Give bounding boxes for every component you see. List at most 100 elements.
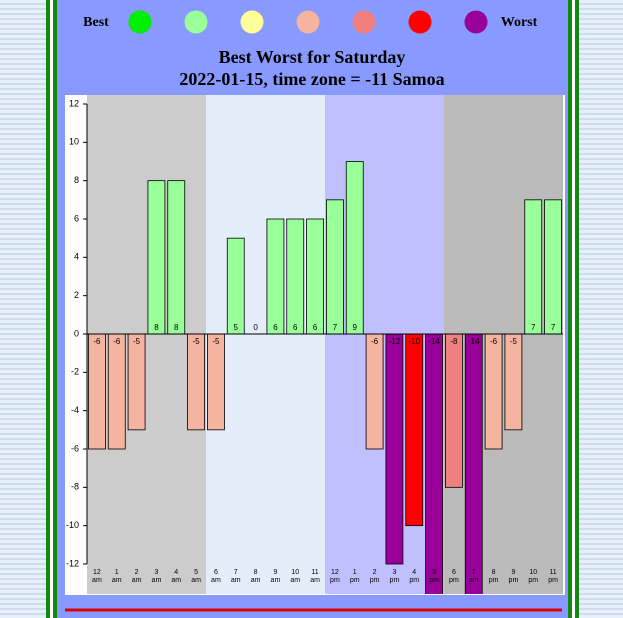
bar xyxy=(345,161,364,335)
border xyxy=(572,0,575,618)
value-label: 0 xyxy=(253,323,258,332)
y-tick-label: 0 xyxy=(74,328,79,338)
band xyxy=(325,95,444,594)
value-label: -6 xyxy=(93,337,101,346)
bar xyxy=(385,333,404,565)
y-tick-label: 6 xyxy=(74,213,79,223)
value-label: 8 xyxy=(174,323,179,332)
x-tick-label: 2 pm xyxy=(370,569,380,584)
y-tick-label: -8 xyxy=(71,482,79,492)
x-tick-label: 8 am xyxy=(251,569,261,584)
bar xyxy=(484,333,503,450)
value-label: -5 xyxy=(193,337,201,346)
value-label: 5 xyxy=(234,323,239,332)
x-tick-label: 1 am xyxy=(112,569,122,584)
y-tick-label: 2 xyxy=(74,290,79,300)
x-tick-label: 4 am xyxy=(171,569,181,584)
bar xyxy=(187,333,205,431)
x-tick-label: 4 pm xyxy=(409,569,419,584)
x-tick-label: 11 am xyxy=(310,569,320,584)
legend-dot xyxy=(408,10,432,34)
chart-subtitle: 2022-01-15, time zone = -11 Samoa xyxy=(179,69,444,89)
legend-dot xyxy=(128,10,152,34)
value-label: 6 xyxy=(313,323,318,332)
border xyxy=(575,0,579,618)
border xyxy=(568,0,572,618)
value-label: -8 xyxy=(450,337,458,346)
x-tick-label: 3 am xyxy=(152,569,162,584)
value-label: 6 xyxy=(293,323,298,332)
x-tick-label: 10 am xyxy=(290,569,300,584)
legend-dot xyxy=(352,10,376,34)
legend-worst: Worst xyxy=(501,15,538,30)
x-tick-label: 3 pm xyxy=(390,569,400,584)
legend-dot xyxy=(296,10,320,34)
y-tick-label: 4 xyxy=(74,252,79,262)
value-label: 7 xyxy=(333,323,338,332)
value-label: -10 xyxy=(408,337,420,346)
bar xyxy=(544,199,562,335)
border xyxy=(53,0,57,618)
y-tick-label: -10 xyxy=(66,520,79,530)
bar xyxy=(365,333,384,450)
x-tick-label: 12 pm xyxy=(330,569,340,584)
legend-dot xyxy=(184,10,208,34)
bar xyxy=(524,199,543,335)
bar xyxy=(107,333,126,450)
chart-title: Best Worst for Saturday xyxy=(219,47,406,67)
bar xyxy=(504,333,523,431)
y-tick-label: -2 xyxy=(71,367,79,377)
y-tick-label: 10 xyxy=(69,137,79,147)
x-tick-label: 5 pm xyxy=(429,569,439,584)
legend-dot xyxy=(464,10,488,34)
x-tick-label: 7 pm xyxy=(469,569,479,584)
y-tick-label: -4 xyxy=(71,405,79,415)
value-label: -5 xyxy=(510,337,518,346)
y-tick-label: -12 xyxy=(66,558,79,568)
bar xyxy=(306,218,324,335)
value-label: -5 xyxy=(133,337,141,346)
band xyxy=(206,95,325,594)
x-tick-label: 6 am xyxy=(211,569,221,584)
bar xyxy=(88,333,106,450)
x-tick-label: 1 pm xyxy=(350,569,360,584)
bar xyxy=(405,333,424,527)
x-tick-label: 9 pm xyxy=(509,569,519,584)
bar xyxy=(425,333,443,594)
band xyxy=(444,95,563,594)
x-tick-label: 11 pm xyxy=(548,569,558,584)
border xyxy=(46,0,50,618)
x-tick-label: 10 pm xyxy=(528,569,538,584)
bar xyxy=(147,180,166,335)
bar xyxy=(207,333,225,431)
bar xyxy=(326,199,344,335)
value-label: -6 xyxy=(371,337,379,346)
x-tick-label: 6 pm xyxy=(449,569,459,584)
x-tick-label: 7 am xyxy=(231,569,241,584)
value-label: -6 xyxy=(113,337,121,346)
value-label: -5 xyxy=(212,337,220,346)
value-label: 9 xyxy=(353,323,358,332)
bar xyxy=(226,237,245,335)
value-label: -14 xyxy=(428,337,440,346)
legend-best: Best xyxy=(83,15,109,30)
value-label: -12 xyxy=(389,337,401,346)
band xyxy=(87,95,206,594)
y-tick-label: 12 xyxy=(69,98,79,108)
x-tick-label: 8 pm xyxy=(489,569,499,584)
border xyxy=(50,0,53,618)
value-label: 7 xyxy=(531,323,536,332)
legend-dot xyxy=(240,10,264,34)
x-tick-label: 9 am xyxy=(271,569,281,584)
x-tick-label: 5 am xyxy=(191,569,201,584)
value-label: 6 xyxy=(273,323,278,332)
y-tick-label: -6 xyxy=(71,443,79,453)
value-label: 8 xyxy=(154,323,159,332)
value-label: -6 xyxy=(490,337,498,346)
bar xyxy=(286,218,305,335)
y-tick-label: 8 xyxy=(74,175,79,185)
value-label: 7 xyxy=(551,323,556,332)
bar xyxy=(266,218,285,335)
